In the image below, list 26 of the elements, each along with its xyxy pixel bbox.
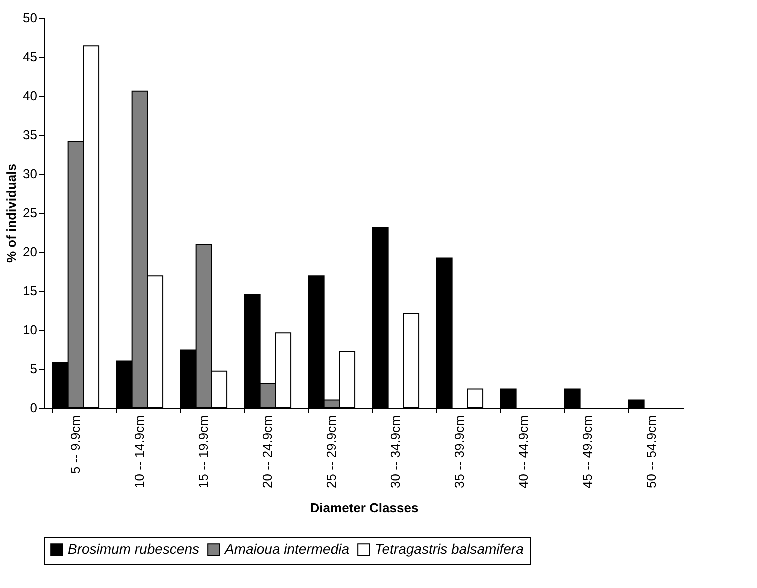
legend-label: Amaioua intermedia bbox=[224, 541, 350, 558]
x-tick-label: 40 -- 44.9cm bbox=[516, 416, 531, 488]
x-tick-label: 25 -- 29.9cm bbox=[324, 416, 339, 488]
x-tick-label: 35 -- 39.9cm bbox=[452, 416, 467, 488]
y-tick-label: 45 bbox=[23, 50, 38, 64]
x-tick-label: 20 -- 24.9cm bbox=[260, 416, 275, 488]
y-tick-label: 25 bbox=[23, 206, 38, 220]
x-axis-title: Diameter Classes bbox=[310, 500, 419, 516]
x-tick-label: 10 -- 14.9cm bbox=[132, 416, 147, 488]
y-tick-label: 35 bbox=[23, 128, 38, 142]
x-tick-label: 15 -- 19.9cm bbox=[196, 416, 211, 488]
legend-label: Brosimum rubescens bbox=[68, 541, 200, 558]
y-tick-label: 30 bbox=[23, 166, 38, 182]
x-tick-label: 45 -- 49.9cm bbox=[580, 416, 595, 488]
y-tick-label: 20 bbox=[23, 244, 38, 260]
y-tick-label: 0 bbox=[30, 400, 38, 416]
x-tick-label: 30 -- 34.9cm bbox=[388, 416, 403, 488]
legend-label: Tetragastris balsamifera bbox=[375, 541, 524, 558]
y-tick-label: 10 bbox=[23, 322, 38, 338]
y-tick-label: 50 bbox=[23, 10, 38, 26]
y-tick-label: 40 bbox=[23, 88, 38, 104]
y-tick-label: 5 bbox=[30, 362, 38, 376]
y-axis-title: % of individuals bbox=[4, 164, 20, 263]
x-tick-label: 5 -- 9.9cm bbox=[68, 416, 83, 474]
x-tick-label: 50 -- 54.9cm bbox=[644, 416, 659, 488]
y-tick-label: 15 bbox=[23, 284, 38, 298]
